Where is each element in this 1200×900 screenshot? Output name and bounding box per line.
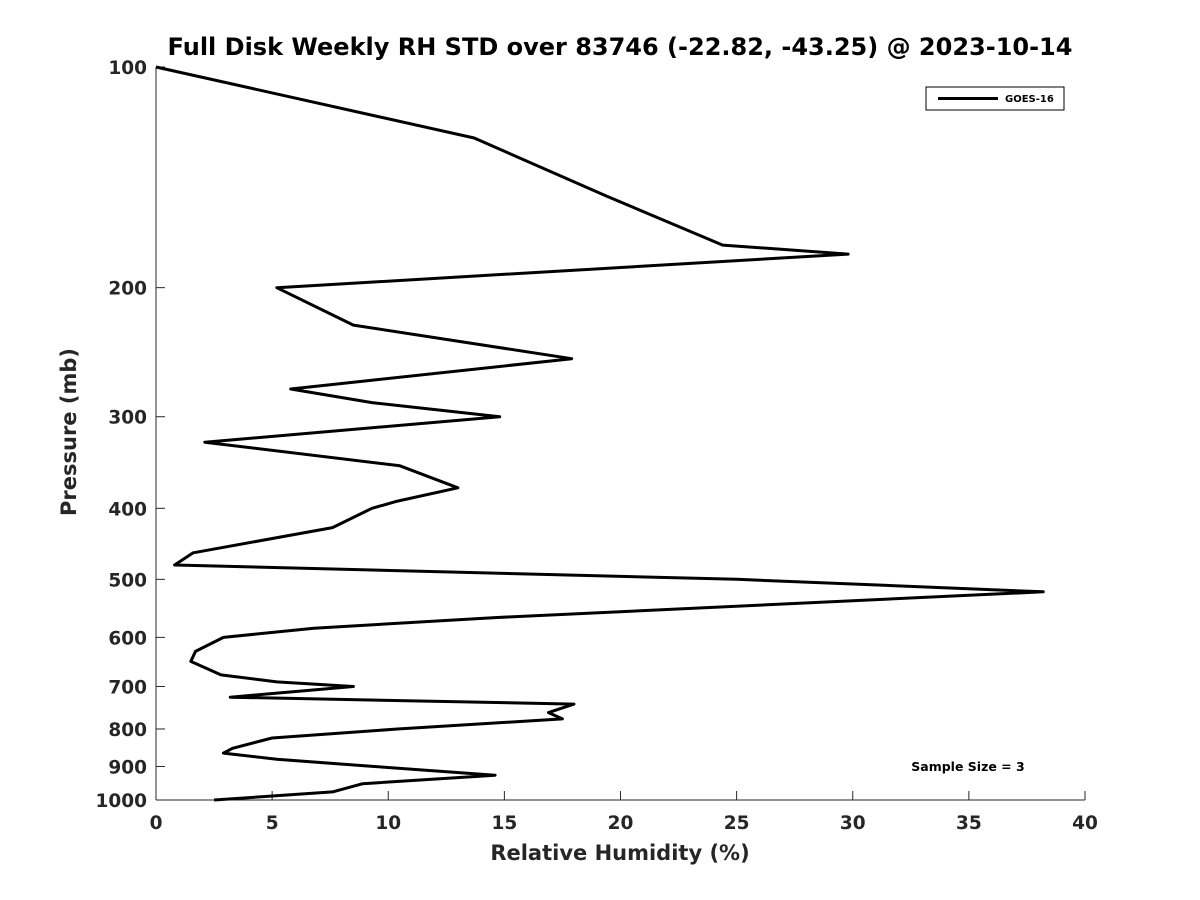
y-tick-label: 400 xyxy=(108,499,147,520)
sample-size-annotation: Sample Size = 3 xyxy=(911,759,1024,774)
x-tick-label: 15 xyxy=(492,813,518,834)
x-tick-label: 20 xyxy=(608,813,634,834)
y-tick-label: 800 xyxy=(108,720,147,741)
x-tick-label: 40 xyxy=(1072,813,1098,834)
y-tick-label: 700 xyxy=(108,677,147,698)
y-tick-label: 500 xyxy=(108,570,147,591)
x-tick-label: 5 xyxy=(266,813,279,834)
x-axis-label: Relative Humidity (%) xyxy=(490,841,749,865)
y-tick-label: 600 xyxy=(108,628,147,649)
series-line-goes-16 xyxy=(155,65,1045,802)
y-tick-label: 1000 xyxy=(96,791,148,812)
y-tick-label: 200 xyxy=(108,279,147,300)
x-axis-ticks: 0 5 10 15 20 25 30 35 40 xyxy=(150,791,1098,834)
x-tick-label: 25 xyxy=(724,813,750,834)
x-tick-label: 30 xyxy=(840,813,866,834)
legend-label: GOES-16 xyxy=(1005,94,1054,105)
y-axis-ticks: 100 200 300 400 500 600 700 800 900 1000 xyxy=(96,58,165,812)
chart-title: Full Disk Weekly RH STD over 83746 (-22.… xyxy=(168,33,1073,61)
y-axis-label: Pressure (mb) xyxy=(57,348,81,516)
y-tick-label: 900 xyxy=(108,757,147,778)
y-tick-label: 100 xyxy=(108,58,147,79)
x-tick-label: 10 xyxy=(375,813,401,834)
x-tick-label: 35 xyxy=(956,813,982,834)
y-tick-label: 300 xyxy=(108,408,147,429)
x-tick-label: 0 xyxy=(150,813,163,834)
legend: GOES-16 xyxy=(925,86,1065,111)
